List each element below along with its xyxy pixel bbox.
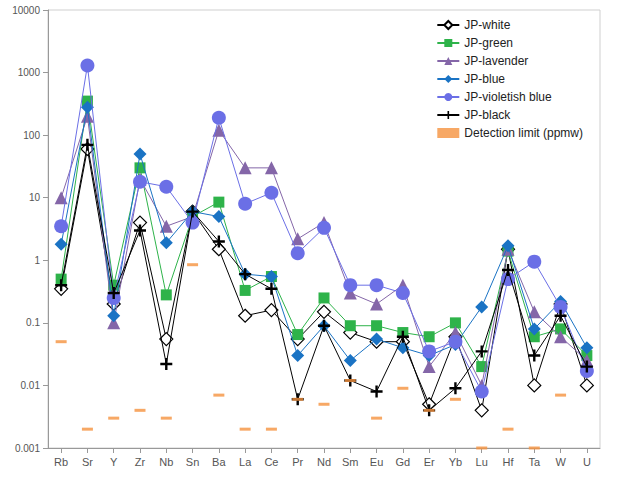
svg-text:0.1: 0.1 [26,317,40,328]
svg-text:Y: Y [110,456,118,468]
svg-text:Sr: Sr [82,456,93,468]
svg-text:Ta: Ta [528,456,541,468]
svg-text:JP-blue: JP-blue [464,72,505,86]
svg-text:Zr: Zr [135,456,146,468]
svg-text:1: 1 [34,255,40,266]
svg-text:Gd: Gd [396,456,411,468]
svg-text:W: W [555,456,566,468]
svg-text:JP-violetish blue: JP-violetish blue [464,90,552,104]
svg-text:10000: 10000 [12,5,40,16]
svg-text:Rb: Rb [54,456,68,468]
svg-text:Detection limit (ppmw): Detection limit (ppmw) [464,126,583,140]
svg-text:Ce: Ce [264,456,278,468]
svg-text:JP-black: JP-black [464,108,511,122]
svg-text:Ba: Ba [212,456,226,468]
svg-text:Pr: Pr [292,456,303,468]
svg-text:Er: Er [424,456,435,468]
svg-text:JP-green: JP-green [464,36,513,50]
svg-text:U: U [583,456,591,468]
svg-text:10: 10 [29,192,41,203]
svg-text:JP-lavender: JP-lavender [464,54,528,68]
svg-text:Sn: Sn [186,456,199,468]
svg-text:100: 100 [23,130,40,141]
svg-text:La: La [239,456,252,468]
svg-text:Yb: Yb [449,456,462,468]
svg-text:Lu: Lu [476,456,488,468]
svg-text:Eu: Eu [370,456,383,468]
svg-text:Nd: Nd [317,456,331,468]
svg-text:Sm: Sm [342,456,359,468]
svg-text:Nb: Nb [159,456,173,468]
svg-text:1000: 1000 [18,67,41,78]
svg-text:0.01: 0.01 [21,380,41,391]
svg-text:0.001: 0.001 [15,443,40,454]
svg-text:Hf: Hf [503,456,515,468]
svg-text:JP-white: JP-white [464,18,510,32]
